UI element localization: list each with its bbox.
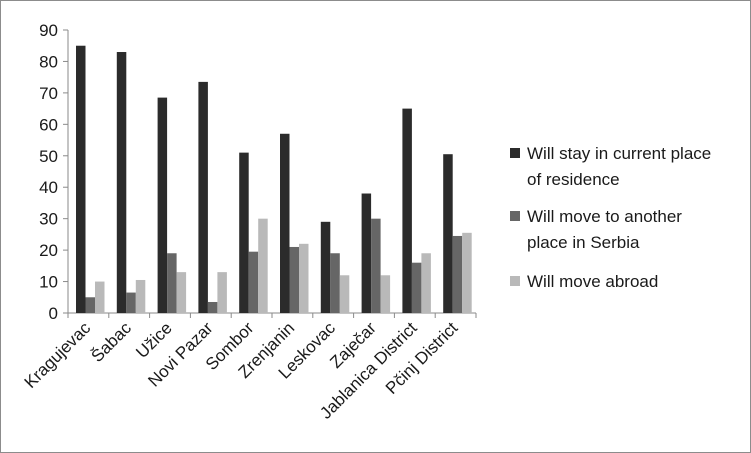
bar-pčinj-district-series-3 [462, 232, 472, 313]
legend-label: Will move to another [527, 207, 682, 226]
bar-kragujevac-series-3 [95, 281, 105, 313]
bar-pčinj-district-series-1 [443, 154, 453, 313]
legend-label: Will stay in current place [527, 144, 711, 163]
bar-šabac-series-1 [116, 52, 127, 314]
bar-zaječar-series-3 [380, 275, 391, 313]
bar-leskovac-series-2 [330, 253, 340, 313]
legend-label: Will move abroad [527, 272, 658, 291]
y-tick-label: 30 [39, 210, 58, 229]
bar-zaječar-series-2 [371, 218, 381, 313]
bar-jablanica-district-series-2 [411, 262, 422, 313]
y-tick-label: 70 [39, 84, 58, 103]
bar-šabac-series-3 [135, 279, 146, 313]
legend-label: of residence [527, 170, 620, 189]
bars [76, 45, 472, 314]
y-tick-label: 50 [39, 147, 58, 166]
bar-pčinj-district-series-2 [452, 235, 463, 313]
y-tick-labels: 0 10 20 30 40 50 60 70 80 90 [39, 21, 58, 323]
y-tick-label: 80 [39, 52, 58, 71]
bar-užice-series-2 [167, 253, 177, 313]
bar-novi-pazar-series-3 [217, 272, 227, 313]
legend-label: place in Serbia [527, 233, 640, 252]
bar-sombor-series-2 [248, 251, 259, 313]
bar-leskovac-series-1 [320, 221, 331, 313]
bar-šabac-series-2 [126, 292, 136, 313]
y-tick-label: 60 [39, 115, 58, 134]
x-tick-label: Šabac [88, 318, 136, 366]
bar-zrenjanin-series-1 [280, 133, 290, 313]
bar-užice-series-1 [157, 97, 168, 313]
bar-leskovac-series-3 [339, 275, 350, 313]
bar-jablanica-district-series-3 [421, 253, 431, 313]
bar-novi-pazar-series-2 [207, 301, 218, 313]
y-tick-label: 20 [39, 241, 58, 260]
y-tick-label: 40 [39, 178, 58, 197]
bar-novi-pazar-series-1 [198, 81, 208, 313]
y-tick-label: 90 [39, 21, 58, 40]
legend: Will stay in current place of residence Wi… [510, 144, 711, 291]
legend-swatch [510, 211, 520, 221]
legend-swatch [510, 148, 520, 158]
bar-jablanica-district-series-1 [402, 108, 412, 313]
bar-zrenjanin-series-2 [289, 246, 299, 313]
bar-sombor-series-1 [239, 152, 249, 313]
bar-sombor-series-3 [258, 218, 268, 313]
bar-kragujevac-series-2 [85, 297, 95, 313]
bar-užice-series-3 [176, 272, 187, 313]
bar-zrenjanin-series-3 [299, 243, 309, 313]
bar-zaječar-series-1 [361, 193, 372, 313]
y-tick-label: 0 [49, 304, 58, 323]
legend-swatch [510, 276, 520, 286]
bar-kragujevac-series-1 [76, 45, 86, 313]
y-tick-label: 10 [39, 273, 58, 292]
x-tick-label: Kragujevac [21, 318, 95, 392]
